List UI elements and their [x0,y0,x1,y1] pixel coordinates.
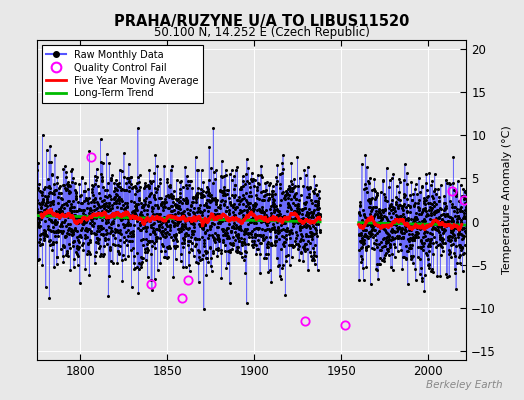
Legend: Raw Monthly Data, Quality Control Fail, Five Year Moving Average, Long-Term Tren: Raw Monthly Data, Quality Control Fail, … [41,45,203,103]
Text: Berkeley Earth: Berkeley Earth [427,380,503,390]
Text: PRAHA/RUZYNE U/A TO LIBUS11520: PRAHA/RUZYNE U/A TO LIBUS11520 [114,14,410,29]
Text: 50.100 N, 14.252 E (Czech Republic): 50.100 N, 14.252 E (Czech Republic) [154,26,370,39]
Y-axis label: Temperature Anomaly (°C): Temperature Anomaly (°C) [501,126,511,274]
